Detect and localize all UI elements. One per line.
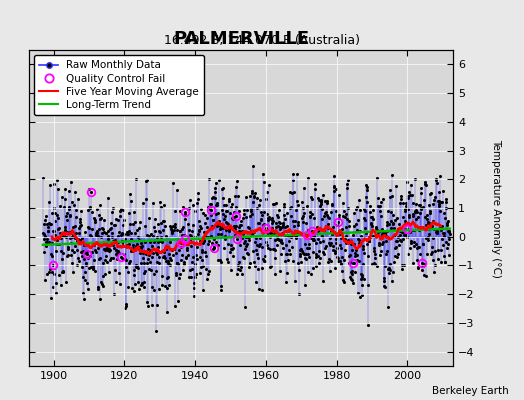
Text: Berkeley Earth: Berkeley Earth bbox=[432, 386, 508, 396]
Text: 16.492 S, 144.070 E (Australia): 16.492 S, 144.070 E (Australia) bbox=[164, 34, 360, 47]
Y-axis label: Temperature Anomaly (°C): Temperature Anomaly (°C) bbox=[492, 138, 501, 278]
Legend: Raw Monthly Data, Quality Control Fail, Five Year Moving Average, Long-Term Tren: Raw Monthly Data, Quality Control Fail, … bbox=[34, 55, 204, 115]
Title: PALMERVILLE: PALMERVILLE bbox=[173, 30, 309, 48]
